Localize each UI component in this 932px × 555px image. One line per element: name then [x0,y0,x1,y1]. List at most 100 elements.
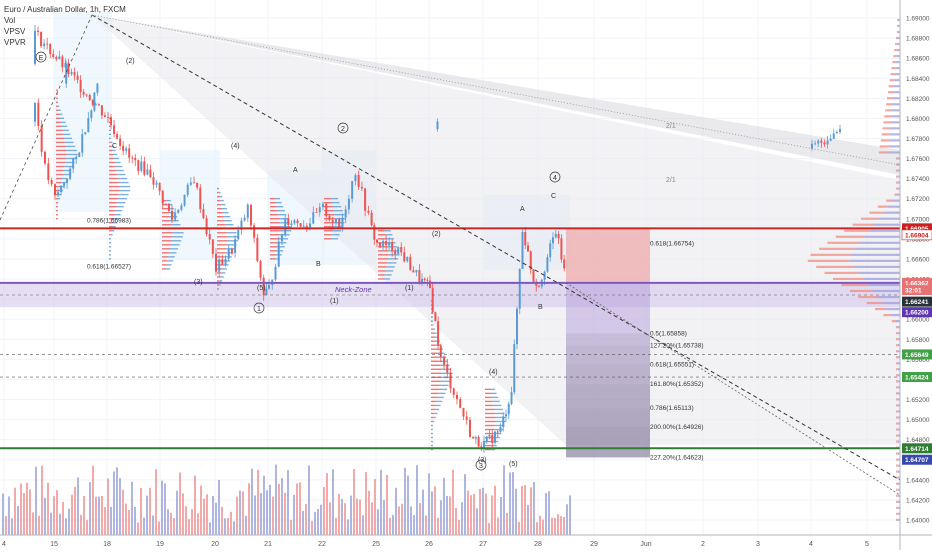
channel-line[interactable] [0,14,93,221]
candle-body[interactable] [367,210,370,213]
candle-body[interactable] [268,285,270,289]
candle-body[interactable] [290,223,293,225]
candle-body[interactable] [527,245,529,252]
candle-body[interactable] [477,437,480,447]
candle-body[interactable] [814,143,817,145]
candle-body[interactable] [446,364,449,373]
candle-body[interactable] [334,219,337,223]
candle-body[interactable] [202,209,205,219]
candle-body[interactable] [94,104,97,106]
candle-body[interactable] [318,207,321,213]
candles-layer[interactable] [34,25,841,453]
candle-body[interactable] [55,56,58,60]
candle-body[interactable] [496,431,499,433]
candle-body[interactable] [60,185,63,193]
candle-body[interactable] [312,212,315,224]
candle-body[interactable] [85,94,88,96]
fan-line-lower[interactable] [565,282,901,496]
candle-body[interactable] [134,158,137,161]
candle-body[interactable] [351,181,354,199]
candle-body[interactable] [37,102,40,126]
candle-body[interactable] [79,79,82,92]
candle-body[interactable] [177,209,180,213]
candle-body[interactable] [309,223,312,228]
candle-body[interactable] [423,278,426,280]
candle-body[interactable] [221,259,224,265]
candle-body[interactable] [143,161,146,175]
candle-body[interactable] [113,125,116,135]
candle-body[interactable] [338,219,341,229]
candle-body[interactable] [208,234,211,240]
candle-body[interactable] [119,138,122,146]
price-badge[interactable] [902,296,932,307]
candle-body[interactable] [465,416,468,420]
candle-body[interactable] [277,241,280,267]
candle-body[interactable] [262,277,265,296]
candle-body[interactable] [436,121,439,130]
candle-body[interactable] [549,243,552,258]
candle-body[interactable] [128,148,131,158]
candle-body[interactable] [443,356,446,365]
price-badge[interactable] [902,349,932,360]
candle-body[interactable] [50,180,53,185]
candle-body[interactable] [299,223,302,227]
candle-body[interactable] [394,250,397,255]
candle-body[interactable] [328,216,331,221]
candle-body[interactable] [397,247,400,255]
candle-body[interactable] [406,256,409,262]
candle-body[interactable] [146,169,149,175]
candle-body[interactable] [205,218,208,235]
candle-body[interactable] [449,372,452,389]
price-badge[interactable] [902,372,932,383]
candle-body[interactable] [280,235,283,242]
candle-body[interactable] [67,62,70,75]
candle-body[interactable] [230,248,233,254]
candle-body[interactable] [505,414,507,417]
candle-body[interactable] [186,184,189,195]
candle-body[interactable] [227,248,230,259]
fan-line-upper[interactable] [91,14,901,166]
candle-body[interactable] [215,253,217,272]
candle-body[interactable] [488,434,491,437]
candle-body[interactable] [171,210,173,220]
candle-body[interactable] [64,62,67,68]
candle-body[interactable] [524,231,527,246]
candle-body[interactable] [507,403,510,415]
candle-body[interactable] [140,161,143,171]
candle-body[interactable] [103,115,106,117]
candle-body[interactable] [344,209,347,218]
candle-body[interactable] [516,308,518,345]
candle-body[interactable] [76,75,79,80]
candle-body[interactable] [61,56,64,68]
candle-body[interactable] [246,204,249,218]
candle-body[interactable] [483,441,485,450]
candle-body[interactable] [429,280,431,289]
candle-body[interactable] [557,233,560,239]
candle-body[interactable] [462,407,465,417]
candle-body[interactable] [72,158,75,169]
candle-body[interactable] [82,91,85,95]
candle-body[interactable] [296,220,299,224]
candle-body[interactable] [116,134,119,139]
candle-body[interactable] [96,83,99,93]
price-badge[interactable] [902,285,932,296]
candle-body[interactable] [57,192,60,196]
candle-body[interactable] [817,140,820,144]
candle-body[interactable] [125,148,128,151]
candle-body[interactable] [152,177,155,185]
candle-body[interactable] [382,240,385,247]
candle-body[interactable] [78,152,81,157]
candle-body[interactable] [472,436,475,439]
candle-body[interactable] [364,188,367,211]
candle-body[interactable] [43,43,46,47]
candle-body[interactable] [218,259,221,272]
candle-body[interactable] [518,268,521,309]
candle-body[interactable] [331,220,334,223]
candle-body[interactable] [409,256,412,271]
candle-body[interactable] [538,285,540,287]
price-badge[interactable] [901,229,932,241]
candle-body[interactable] [167,203,170,211]
price-badge[interactable] [902,223,932,234]
